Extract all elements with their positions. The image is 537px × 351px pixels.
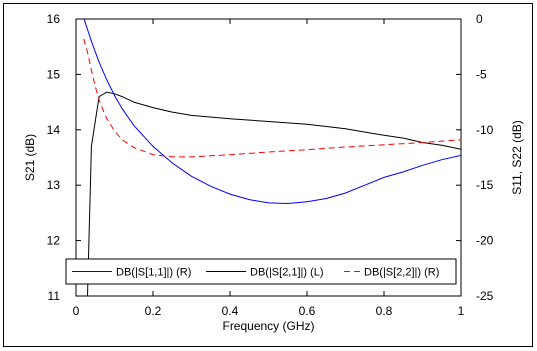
legend-label-2: DB(|S[2,2]|) (R) [364,267,439,279]
y-left-tick-label: 14 [47,123,61,137]
x-tick-label: 1 [458,304,465,318]
legend-label-1: DB(|S[2,1]|) (L) [250,267,324,279]
plot-area [75,18,462,297]
y-right-tick-label: -10 [476,123,494,137]
y-right-tick-label: -15 [476,178,494,192]
series-line-0 [83,19,461,205]
x-tick-label: 0 [73,304,80,318]
x-tick-label: 0.2 [145,304,162,318]
chart-frame [3,3,533,347]
y-left-tick-label: 16 [47,12,61,26]
y-right-tick-label: -25 [476,289,494,303]
y-axis-right-label: S11, S22 (dB) [510,120,524,194]
y-left-tick-label: 11 [48,289,61,303]
legend-label-0: DB(|S[1,1]|) (R) [116,267,191,279]
legend: DB(|S[1,1]|) (R) DB(|S[2,1]|) (L) DB(|S[2,… [65,258,457,285]
x-axis-label: Frequency (GHz) [222,319,314,333]
y-axis-left-label: S21 (dB) [23,134,37,181]
y-right-tick-label: -5 [476,67,487,81]
y-left-tick-label: 15 [47,67,61,81]
y-right-tick-label: 0 [476,12,483,26]
y-right-tick-label: -20 [476,234,494,248]
legend-box [65,258,457,285]
y-left-tick-label: 13 [47,178,61,192]
series-group [83,19,461,296]
x-tick-label: 0.6 [299,304,316,318]
ticks-group: 0 0.2 0.4 0.6 0.8 1111213141516-25-20-15-10-5… [47,12,494,318]
series-line-2 [83,38,461,158]
x-tick-label: 0.4 [222,304,239,318]
y-left-tick-label: 12 [47,234,61,248]
x-tick-label: 0.8 [376,304,393,318]
series-line-1 [87,91,461,296]
